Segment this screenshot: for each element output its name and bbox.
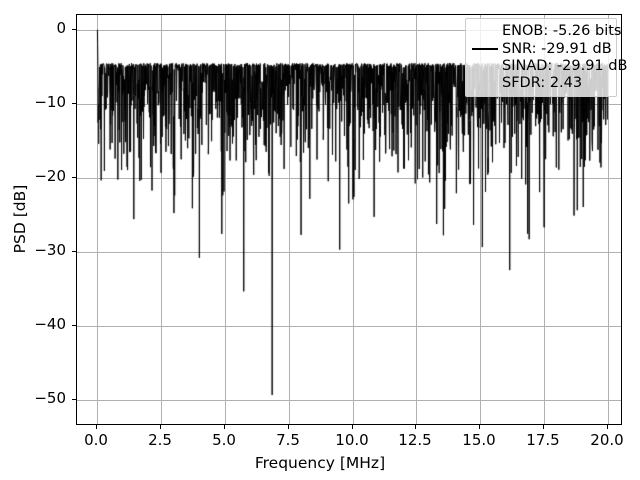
legend-line-handle-snr [472, 40, 498, 57]
legend-item-sinad: SINAD: -29.91 dB [472, 57, 627, 74]
x-axis-tick [479, 425, 481, 429]
x-axis-tick-label: 10.0 [335, 431, 369, 449]
x-axis-tick-label: 12.5 [398, 431, 432, 449]
y-axis-tick-label: −30 [34, 241, 66, 259]
legend-line-handle-sinad [472, 57, 498, 74]
legend-label-snr: SNR: -29.91 dB [502, 40, 612, 57]
x-axis-tick [543, 425, 545, 429]
y-axis-label: PSD [dB] [11, 184, 29, 254]
x-axis-tick-label: 20.0 [590, 431, 624, 449]
x-axis-label: Frequency [MHz] [254, 454, 386, 472]
y-axis-tick [72, 103, 76, 105]
x-axis-tick-label: 17.5 [526, 431, 560, 449]
x-axis-tick-label: 5.0 [212, 431, 236, 449]
y-axis-tick [72, 29, 76, 31]
y-axis-tick [72, 251, 76, 253]
x-axis-tick [224, 425, 226, 429]
x-axis-tick [415, 425, 417, 429]
legend-line-handle-enob [472, 23, 498, 40]
x-axis-tick-label: 7.5 [276, 431, 300, 449]
legend-item-enob: ENOB: -5.26 bits [472, 23, 621, 40]
y-axis-tick [72, 399, 76, 401]
metrics-legend[interactable]: ENOB: -5.26 bits SNR: -29.91 dB SINAD: -… [465, 18, 627, 97]
x-axis-tick [352, 425, 354, 429]
y-axis-tick-label: 0 [56, 19, 66, 37]
y-axis-tick-label: −50 [34, 389, 66, 407]
x-axis-tick [607, 425, 609, 429]
x-axis-tick-label: 15.0 [462, 431, 496, 449]
legend-item-snr: SNR: -29.91 dB [472, 40, 612, 57]
x-axis-tick [160, 425, 162, 429]
legend-item-sfdr: SFDR: 2.43 [472, 75, 610, 92]
legend-line-handle-sfdr [472, 75, 498, 92]
y-axis-tick-label: −10 [34, 93, 66, 111]
x-axis-tick [96, 425, 98, 429]
y-axis-tick [72, 177, 76, 179]
x-axis-tick-label: 0.0 [84, 431, 108, 449]
y-axis-tick [72, 325, 76, 327]
y-axis-tick-label: −40 [34, 315, 66, 333]
x-axis-tick-label: 2.5 [148, 431, 172, 449]
x-axis-tick [288, 425, 290, 429]
y-axis-tick-label: −20 [34, 167, 66, 185]
legend-label-enob: ENOB: -5.26 bits [502, 23, 622, 40]
legend-label-sfdr: SFDR: 2.43 [502, 74, 583, 91]
legend-label-sinad: SINAD: -29.91 dB [502, 57, 628, 74]
